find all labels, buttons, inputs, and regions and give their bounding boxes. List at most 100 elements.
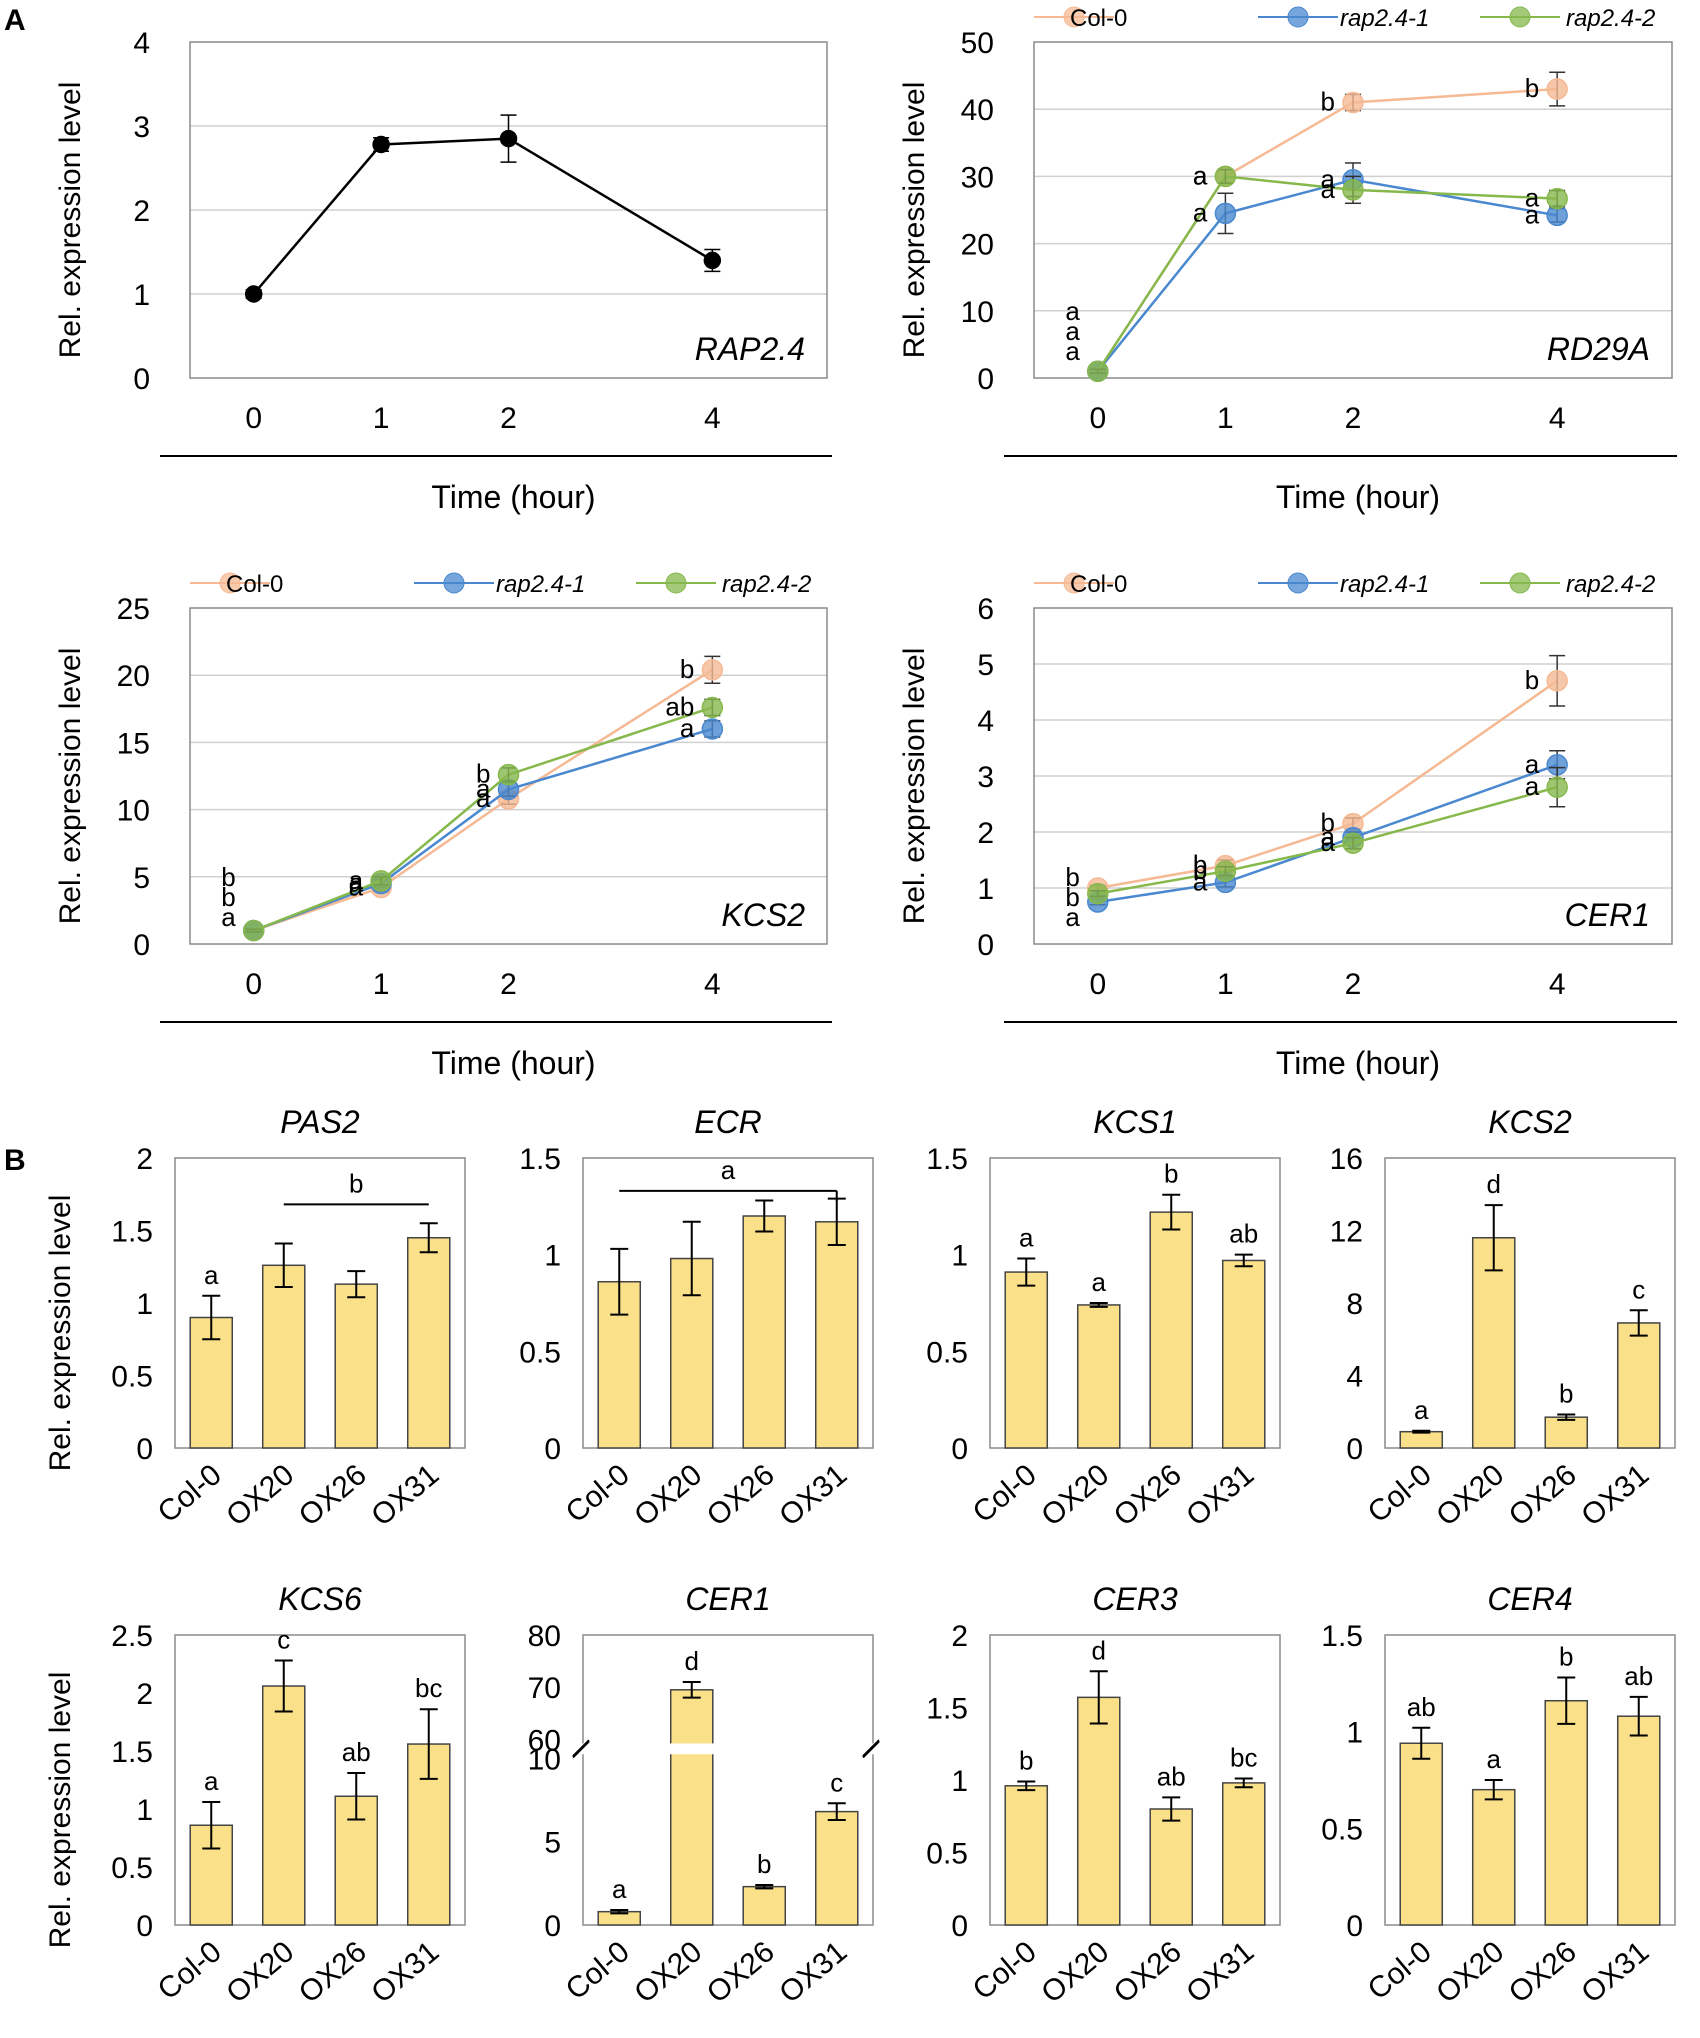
- y-tick-label: 1.5: [111, 1216, 153, 1249]
- data-point: [370, 870, 392, 892]
- category-label: Col-0: [967, 1458, 1043, 1529]
- significance-letter: a: [1193, 197, 1208, 227]
- x-tick-label: 0: [245, 402, 262, 435]
- y-tick-label: 3: [977, 761, 994, 794]
- bracket-label: a: [721, 1155, 736, 1185]
- x-tick-label: 0: [1089, 968, 1106, 1001]
- significance-letter: b: [221, 862, 235, 892]
- significance-letter: bc: [1230, 1743, 1257, 1773]
- y-tick-label: 5: [544, 1827, 561, 1860]
- y-tick-label: 40: [961, 94, 994, 127]
- bar-chart-CER4: 0 0.5 1 1.5 CER4 ab Col-0 a OX20 b OX26 ab OX31: [1321, 1581, 1676, 2010]
- y-tick-label: 4: [133, 27, 150, 60]
- data-point: [703, 251, 722, 270]
- significance-letter: a: [1321, 164, 1336, 194]
- y-tick-label: 0.5: [926, 1336, 968, 1369]
- y-tick-label: 0: [951, 1433, 968, 1466]
- significance-letter: a: [1321, 827, 1336, 857]
- significance-letter: a: [612, 1874, 627, 1904]
- plot-frame: [582, 1157, 874, 1449]
- y-tick-label: 1: [1346, 1717, 1363, 1750]
- legend-marker: [1063, 572, 1085, 594]
- y-tick-label: 8: [1346, 1288, 1363, 1321]
- plot-frame: [1033, 607, 1673, 945]
- bar-chart-KCS6: 0 0.5 1 1.5 2 2.5 KCS6 Rel. expression level a Co…: [44, 1581, 466, 2010]
- y-tick-label: 60: [528, 1724, 561, 1757]
- y-tick-label: 2: [136, 1678, 153, 1711]
- y-tick-label: 15: [117, 727, 150, 760]
- y-axis-label: Rel. expression level: [898, 648, 931, 925]
- significance-letter: bc: [415, 1673, 442, 1703]
- significance-letter: ab: [342, 1737, 371, 1767]
- significance-letter: a: [1525, 771, 1540, 801]
- category-label: Col-0: [152, 1935, 228, 2006]
- data-point: [1546, 187, 1568, 210]
- category-label: OX31: [1180, 1458, 1260, 1533]
- series-rap2.4-2: [1087, 766, 1568, 905]
- series-line: [1096, 87, 1558, 372]
- significance-letter: b: [757, 1849, 771, 1879]
- series-Col-0: [1087, 71, 1568, 383]
- series-rap2.4-2: [1087, 165, 1568, 383]
- gene-name: RD29A: [1547, 331, 1650, 367]
- panel-label-a: A: [4, 4, 26, 37]
- data-point: [1087, 882, 1109, 905]
- category-label: OX31: [365, 1935, 445, 2010]
- y-tick-label: 0: [977, 929, 994, 962]
- y-tick-label: 2: [977, 817, 994, 850]
- bar: [1616, 1322, 1661, 1449]
- gene-title: CER4: [1487, 1581, 1572, 1617]
- series-line: [252, 137, 713, 295]
- bar: [1076, 1304, 1121, 1449]
- category-label: OX20: [220, 1458, 300, 1533]
- legend-label: rap2.4-2: [1566, 5, 1655, 32]
- y-tick-label: 2.5: [111, 1620, 153, 1653]
- significance-letter: a: [349, 872, 364, 902]
- significance-letter: a: [221, 902, 236, 932]
- y-tick-label: 80: [528, 1620, 561, 1653]
- significance-letter: b: [1321, 808, 1335, 838]
- category-label: Col-0: [152, 1458, 228, 1529]
- y-tick-label: 0: [136, 1433, 153, 1466]
- significance-letter: d: [1092, 1635, 1106, 1665]
- significance-letter: ab: [1157, 1761, 1186, 1791]
- y-tick-label: 0.5: [519, 1336, 561, 1369]
- bar: [742, 1885, 787, 1926]
- bar: [1544, 1416, 1589, 1449]
- x-tick-label: 1: [373, 968, 390, 1001]
- series-line: [253, 727, 713, 932]
- bar: [406, 1237, 451, 1449]
- x-tick-label: 0: [1089, 402, 1106, 435]
- y-tick-label: 0: [136, 1910, 153, 1943]
- bar-chart-PAS2: 0 0.5 1 1.5 2 PAS2 Rel. expression level a Col-0…: [44, 1104, 466, 1533]
- plot-frame: [1384, 1634, 1676, 1926]
- series-line: [1097, 785, 1558, 895]
- line-chart-KCS2: 0 5 10 15 20 25 0 1 2 4 Time (hour) Rel. expression…: [54, 571, 832, 1081]
- y-tick-label: 25: [117, 593, 150, 626]
- significance-letter: ab: [1407, 1692, 1436, 1722]
- series-line: [1097, 763, 1558, 904]
- y-tick-label: 1.5: [926, 1693, 968, 1726]
- significance-letter: a: [476, 773, 491, 803]
- legend-marker: [443, 572, 465, 594]
- bar: [1544, 1699, 1589, 1926]
- y-tick-label: 1.5: [1321, 1620, 1363, 1653]
- bar: [814, 1221, 859, 1449]
- legend-marker: [219, 572, 241, 594]
- significance-letter: a: [1525, 749, 1540, 779]
- significance-letter: a: [1414, 1395, 1429, 1425]
- gene-name: CER1: [1565, 897, 1650, 933]
- x-tick-label: 4: [1549, 402, 1566, 435]
- x-axis-label: Time (hour): [1276, 479, 1440, 515]
- category-label: OX20: [628, 1935, 708, 2010]
- x-tick-label: 2: [1345, 968, 1362, 1001]
- y-tick-label: 6: [977, 593, 994, 626]
- bar: [1471, 1237, 1516, 1449]
- line-chart-RAP2.4: 0 1 2 3 4 0 1 2 4 Time (hour) Rel. expression leve…: [54, 27, 832, 515]
- category-label: OX31: [1575, 1458, 1655, 1533]
- significance-letter: b: [1164, 1159, 1178, 1189]
- bar: [1149, 1808, 1194, 1926]
- legend-marker: [665, 572, 687, 594]
- y-tick-label: 1: [977, 873, 994, 906]
- legend-marker: [1287, 572, 1309, 594]
